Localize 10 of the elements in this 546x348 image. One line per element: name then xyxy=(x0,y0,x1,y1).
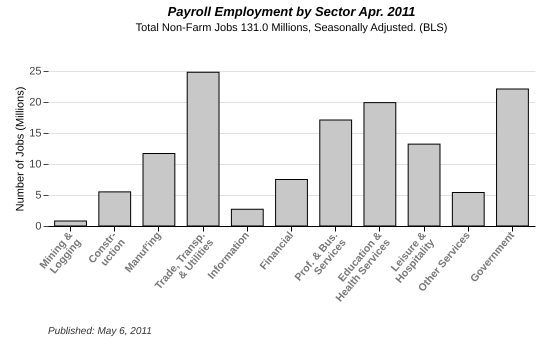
chart-title: Payroll Employment by Sector Apr. 2011 xyxy=(168,4,416,19)
y-axis-title: Number of Jobs (Millions) xyxy=(14,86,26,212)
chart-subtitle: Total Non-Farm Jobs 131.0 Millions, Seasonally Adjusted. (BLS) xyxy=(136,22,448,34)
y-tick-label: 15 xyxy=(29,128,42,140)
y-tick-label: 20 xyxy=(29,96,42,108)
y-tick-label: 25 xyxy=(29,66,42,78)
y-tick-label: 5 xyxy=(35,190,42,202)
y-tick-label: 0 xyxy=(35,220,42,232)
text: Published: May 6, 2011 xyxy=(48,326,152,337)
y-tick-label: 10 xyxy=(29,158,42,170)
